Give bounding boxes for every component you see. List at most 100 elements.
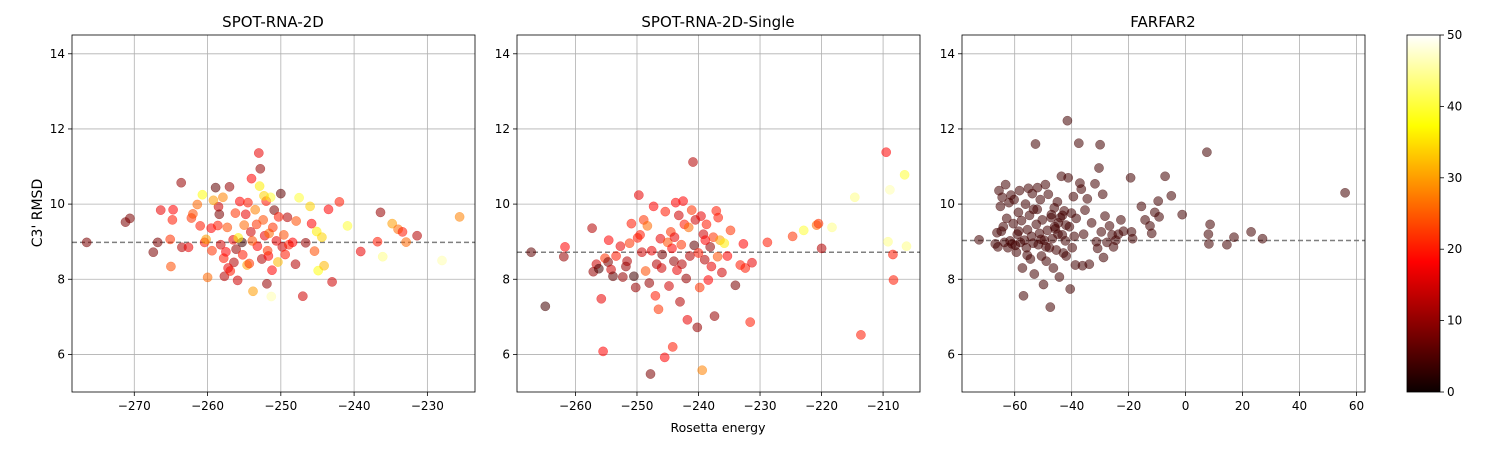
data-point (230, 208, 241, 218)
x-tick-label: −210 (867, 399, 900, 413)
y-tick-label: 14 (50, 47, 65, 61)
data-point (888, 275, 899, 285)
data-point (630, 282, 641, 293)
data-point (165, 234, 176, 245)
data-point (1154, 212, 1164, 222)
data-point (685, 251, 695, 261)
data-point (648, 201, 659, 212)
data-point (1030, 139, 1041, 149)
data-point (673, 210, 684, 221)
data-point (215, 239, 226, 250)
data-point (201, 234, 211, 245)
data-point (725, 225, 736, 236)
data-point (608, 271, 618, 282)
data-point (719, 238, 730, 249)
data-point (81, 237, 92, 248)
colorbar-tick-label: 40 (1447, 99, 1462, 113)
data-point (526, 247, 537, 258)
data-point (1069, 231, 1080, 242)
data-point (1009, 194, 1019, 205)
data-point (849, 192, 860, 203)
data-point (250, 204, 261, 215)
data-point (246, 173, 257, 184)
data-point (901, 241, 912, 252)
data-point (596, 293, 607, 304)
data-point (202, 272, 213, 283)
data-point (1078, 229, 1089, 240)
data-point (262, 278, 272, 289)
data-point (1204, 239, 1214, 249)
data-point (1082, 193, 1093, 204)
data-point (255, 163, 266, 174)
x-axis-label: Rosetta energy (671, 420, 767, 435)
y-tick-label: 6 (57, 347, 65, 361)
data-point (212, 220, 223, 231)
x-tick-label: −240 (338, 399, 371, 413)
data-point (309, 246, 320, 256)
data-point (827, 222, 837, 233)
data-point (245, 227, 256, 237)
data-point (787, 231, 798, 242)
data-point (262, 245, 273, 256)
y-tick-label: 14 (495, 47, 510, 61)
data-point (1061, 251, 1072, 261)
data-point (656, 263, 667, 273)
axes-frame (516, 34, 921, 393)
y-tick-label: 12 (50, 122, 65, 136)
data-point (1017, 263, 1028, 273)
data-point (813, 218, 824, 229)
data-point (1000, 179, 1011, 190)
data-point (1052, 197, 1063, 207)
y-tick-label: 8 (57, 272, 65, 286)
data-point (632, 233, 643, 243)
data-point (214, 209, 225, 220)
data-point (626, 218, 637, 229)
data-point (1229, 232, 1239, 243)
data-point (269, 205, 280, 215)
data-point (1065, 284, 1076, 294)
x-tick-label: −220 (805, 399, 838, 413)
data-point (221, 246, 231, 257)
data-point (1011, 247, 1022, 258)
data-point (1086, 218, 1097, 228)
axes-frame (71, 34, 476, 393)
x-tick-label: −250 (620, 399, 653, 413)
data-point (1001, 213, 1012, 224)
data-point (275, 188, 286, 199)
data-point (798, 225, 809, 236)
data-point (224, 181, 235, 192)
data-point (667, 342, 678, 352)
data-point (327, 277, 337, 287)
data-point (637, 247, 647, 258)
data-point (560, 242, 570, 252)
data-point (856, 330, 866, 340)
data-point (995, 201, 1006, 212)
panel-spot-rna-2d-single: SPOT-RNA-2D-Single Rosetta energy −260 −2… (495, 13, 921, 435)
x-tick-label: −260 (559, 399, 592, 413)
data-point (207, 245, 217, 256)
data-point (267, 222, 278, 233)
y-tick-label: 14 (940, 47, 955, 61)
data-point (1054, 272, 1065, 282)
data-point (254, 181, 265, 191)
data-point (1008, 218, 1019, 229)
data-point (696, 211, 706, 221)
x-tick-label: −60 (1002, 399, 1027, 413)
data-point (1153, 196, 1164, 206)
data-point (615, 241, 626, 252)
data-point (266, 291, 277, 302)
data-point (659, 352, 670, 363)
data-point (1096, 227, 1107, 237)
data-point (1022, 250, 1033, 261)
data-point (603, 235, 614, 246)
data-point (323, 204, 334, 215)
data-point (1090, 178, 1100, 189)
data-point (188, 209, 198, 219)
x-tick-label: −40 (1059, 399, 1084, 413)
data-point (243, 197, 253, 208)
data-point (278, 230, 289, 240)
y-tick-label: 10 (50, 197, 65, 211)
data-point (155, 205, 166, 215)
x-tick-label: 20 (1235, 399, 1250, 413)
colorbar-gradient (1406, 34, 1441, 393)
